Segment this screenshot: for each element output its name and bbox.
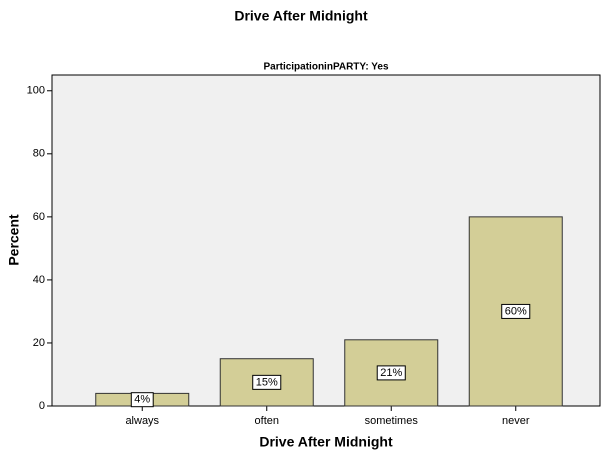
y-tick-label: 0 <box>39 400 45 412</box>
y-tick-label: 40 <box>33 274 45 286</box>
value-label: 21% <box>380 367 402 379</box>
y-tick-label: 60 <box>33 211 45 223</box>
panel-title: ParticipationinPARTY: Yes <box>263 62 388 73</box>
value-label-box <box>501 303 531 319</box>
y-tick-label: 80 <box>33 148 45 160</box>
value-label: 60% <box>505 305 527 317</box>
x-tick-label: never <box>502 415 530 427</box>
x-tick-label: sometimes <box>365 415 419 427</box>
value-label-box <box>376 365 406 381</box>
value-label: 15% <box>256 376 278 388</box>
y-axis-label: Percent <box>6 214 22 266</box>
y-tick-label: 20 <box>33 337 45 349</box>
x-axis-label: Drive After Midnight <box>259 434 393 450</box>
x-tick-label: often <box>255 415 279 427</box>
x-tick-label: always <box>125 415 159 427</box>
value-label-box <box>130 392 154 408</box>
chart-title: Drive After Midnight <box>234 8 368 24</box>
value-label-box <box>252 374 282 390</box>
value-label: 4% <box>134 394 150 406</box>
y-tick-label: 100 <box>27 85 45 97</box>
